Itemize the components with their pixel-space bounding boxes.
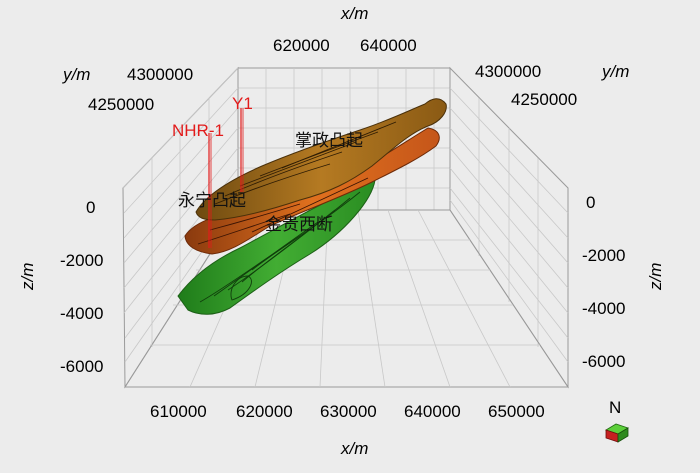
right-wall-grid	[449, 66, 569, 389]
z-axis-label-right: z/m	[646, 263, 665, 291]
x-top-tick-1: 640000	[360, 36, 417, 55]
bottom-layer-green	[177, 179, 376, 315]
x-bottom-tick-0: 610000	[150, 402, 207, 421]
x-bottom-tick-4: 650000	[488, 402, 545, 421]
z-right-tick-1: -2000	[582, 246, 625, 265]
z-right-tick-3: -6000	[582, 352, 625, 371]
well-label-y1: Y1	[232, 94, 253, 113]
floor-grid	[124, 209, 569, 388]
y-axis-label-left: y/m	[62, 65, 90, 84]
north-indicator[interactable]: N	[605, 398, 629, 443]
x-axis-label-top-text: x/m	[340, 4, 368, 23]
x-bottom-tick-3: 640000	[404, 402, 461, 421]
y-left-tick-0: 4300000	[127, 65, 193, 84]
y-right-tick-1: 4250000	[511, 90, 577, 109]
z-right-tick-0: 0	[586, 193, 595, 212]
label-yongning-uplift: 永宁凸起	[178, 191, 246, 211]
y-axis-label-right: y/m	[601, 62, 629, 81]
x-axis-label-bottom: x/m	[340, 439, 368, 458]
well-nhr-1[interactable]: NHR-1	[172, 121, 224, 248]
x-bottom-tick-1: 620000	[236, 402, 293, 421]
z-right-tick-2: -4000	[582, 299, 625, 318]
y-left-tick-1: 4250000	[88, 95, 154, 114]
x-bottom-tick-2: 630000	[320, 402, 377, 421]
well-label-nhr-1: NHR-1	[172, 121, 224, 140]
z-axis-label-left: z/m	[18, 263, 37, 291]
well-y1[interactable]: Y1	[232, 94, 253, 192]
z-left-tick-0: 0	[86, 198, 95, 217]
x-top-tick-0: 620000	[273, 36, 330, 55]
orientation-cube-icon	[605, 423, 629, 443]
label-zhangzheng-uplift: 掌政凸起	[295, 131, 363, 151]
north-label: N	[609, 398, 621, 417]
z-left-tick-3: -6000	[60, 357, 103, 376]
top-layer-brown	[195, 98, 447, 221]
y-right-tick-0: 4300000	[475, 62, 541, 81]
z-left-tick-2: -4000	[60, 304, 103, 323]
label-jingui-fault: 金贵西断	[265, 215, 333, 235]
z-left-tick-1: -2000	[60, 251, 103, 270]
x-axis-label-top: x/m	[340, 4, 368, 23]
